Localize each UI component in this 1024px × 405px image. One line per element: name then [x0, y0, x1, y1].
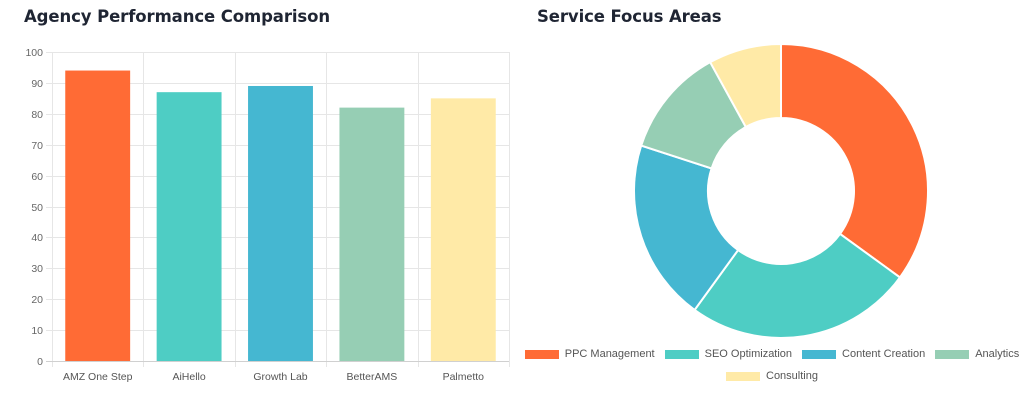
bar-chart-panel: Agency Performance Comparison 0 10 20 30 40 5… — [24, 7, 510, 383]
y-tick-label: 70 — [31, 140, 43, 152]
legend-label: PPC Management — [564, 348, 655, 360]
slice-consulting[interactable] — [708, 42, 782, 129]
legend-row: PPC Management SEO Optimization Content Cr… — [520, 343, 1024, 365]
y-tick-label: 20 — [31, 294, 43, 306]
bar-chart-title: Agency Performance Comparison — [24, 7, 331, 26]
y-tick-label: 30 — [31, 263, 43, 275]
y-tick-label: 40 — [31, 232, 43, 244]
bar-chart: 0 10 20 30 40 50 60 70 80 90 100 AMZ One Step AiHell… — [25, 47, 510, 383]
y-tick-label: 100 — [25, 47, 43, 59]
y-tick-label: 80 — [31, 109, 43, 121]
x-tick-label: Palmetto — [443, 371, 485, 383]
legend-swatch — [802, 349, 837, 359]
legend-swatch — [664, 349, 699, 359]
donut-chart-panel: Service Focus Areas PPC Management SEO Op… — [520, 0, 1024, 405]
legend-swatch — [935, 349, 970, 359]
legend-item[interactable]: Analytics — [935, 348, 1019, 360]
legend-item[interactable]: Consulting — [726, 370, 818, 382]
y-tick-label: 60 — [31, 171, 43, 183]
legend-swatch — [726, 371, 760, 381]
legend-label: Content Creation — [842, 348, 926, 360]
legend-label: Analytics — [975, 348, 1020, 360]
legend-item[interactable]: Content Creation — [802, 348, 925, 360]
donut-chart-title: Service Focus Areas — [537, 7, 722, 26]
bar-betterams[interactable] — [339, 107, 405, 362]
slice-ppc-management[interactable] — [780, 42, 929, 279]
legend-item[interactable]: PPC Management — [524, 348, 655, 360]
donut-legend: PPC Management SEO Optimization Content Cr… — [520, 343, 1024, 387]
y-tick-label: 90 — [31, 78, 43, 90]
x-tick-label: Growth Lab — [253, 371, 307, 383]
legend-label: Consulting — [766, 370, 818, 382]
x-tick-label: AMZ One Step — [63, 371, 133, 383]
legend-item[interactable]: SEO Optimization — [664, 348, 793, 360]
donut-chart — [633, 42, 929, 339]
bar-growth-lab[interactable] — [248, 85, 313, 362]
y-tick-label: 50 — [31, 202, 43, 214]
bar-amz-one-step[interactable] — [65, 70, 131, 361]
bar-palmetto[interactable] — [430, 98, 496, 361]
legend-swatch — [524, 349, 559, 359]
x-tick-label: BetterAMS — [347, 371, 398, 383]
slice-content-creation[interactable] — [633, 144, 740, 312]
y-tick-label: 0 — [37, 356, 43, 368]
legend-label: SEO Optimization — [704, 348, 793, 360]
legend-row: Consulting — [520, 365, 1024, 387]
y-tick-label: 10 — [31, 325, 43, 337]
bar-aihello[interactable] — [156, 92, 222, 362]
x-tick-label: AiHello — [172, 371, 205, 383]
slice-seo-optimization[interactable] — [693, 232, 902, 339]
